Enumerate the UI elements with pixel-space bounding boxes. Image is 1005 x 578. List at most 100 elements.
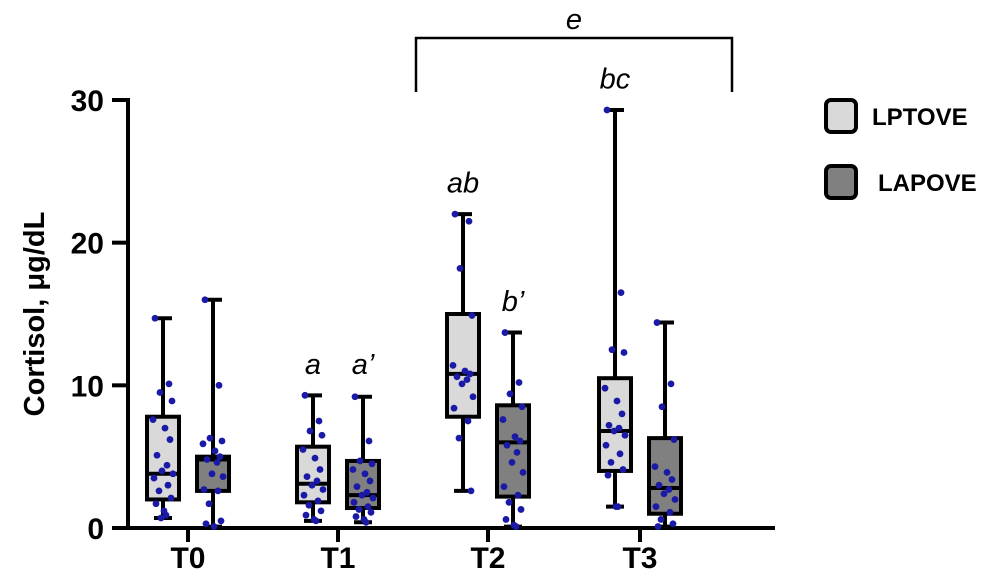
data-point	[313, 477, 321, 485]
data-point	[655, 481, 663, 489]
data-point	[608, 346, 616, 354]
data-point	[463, 376, 471, 384]
data-point	[200, 486, 208, 493]
data-point	[203, 456, 211, 463]
data-point	[499, 416, 507, 423]
significance-label: bc	[600, 64, 631, 96]
data-point	[451, 210, 459, 218]
data-point	[506, 390, 514, 398]
data-point	[206, 434, 214, 442]
data-point	[455, 434, 463, 442]
data-point	[666, 508, 674, 516]
legend-label-lapove: LAPOVE	[878, 170, 977, 197]
data-point	[156, 389, 164, 396]
data-point	[308, 481, 316, 489]
data-point	[654, 523, 662, 530]
data-point	[208, 470, 216, 478]
data-point	[219, 473, 227, 481]
significance-bracket	[414, 36, 734, 92]
data-point	[651, 463, 659, 471]
data-point	[511, 433, 519, 441]
axes: 0 10 20 30 T0 T1 T2 T3 Cortisol, μg/dL	[19, 85, 775, 575]
data-point	[667, 380, 675, 388]
data-point	[665, 486, 673, 493]
data-point	[211, 447, 219, 455]
data-point	[602, 441, 610, 449]
data-point	[453, 373, 461, 381]
data-point	[214, 487, 222, 495]
data-point	[468, 312, 476, 319]
data-point	[671, 496, 679, 503]
data-point	[205, 500, 213, 508]
data-point	[152, 500, 160, 508]
data-point	[202, 520, 210, 528]
data-point	[165, 380, 173, 388]
data-point	[616, 450, 624, 458]
data-point	[149, 416, 157, 423]
data-point	[317, 507, 325, 515]
data-point	[150, 474, 158, 482]
data-point	[515, 379, 523, 386]
data-point	[358, 491, 366, 499]
data-point	[618, 410, 626, 418]
data-point	[610, 427, 618, 435]
y-tick-label: 30	[71, 85, 104, 118]
data-point	[657, 516, 665, 523]
data-point	[201, 296, 209, 304]
x-tick-label: T1	[320, 542, 355, 575]
data-point	[163, 461, 171, 469]
data-point	[314, 497, 322, 505]
data-point	[155, 487, 163, 495]
data-point	[668, 476, 676, 483]
data-point	[311, 454, 319, 462]
data-point	[514, 491, 522, 499]
data-point	[619, 466, 627, 473]
data-point	[349, 466, 357, 473]
data-point	[613, 397, 621, 405]
data-point	[353, 483, 361, 491]
data-point	[300, 491, 308, 499]
data-point	[505, 498, 513, 506]
significance-label: ab	[447, 168, 479, 200]
data-point	[350, 498, 358, 506]
data-point	[502, 516, 510, 523]
boxes	[145, 107, 683, 529]
data-point	[508, 458, 516, 466]
legend-swatch-lapove	[824, 164, 858, 200]
data-point	[464, 417, 472, 425]
data-point	[660, 490, 668, 498]
data-point	[158, 467, 166, 475]
data-point	[199, 440, 207, 448]
data-point	[166, 436, 174, 443]
data-point	[469, 393, 477, 401]
data-point	[615, 424, 623, 432]
data-point	[652, 503, 660, 510]
data-point	[306, 427, 314, 435]
annotations: a a’ ab b’ bce	[305, 4, 734, 381]
bracket-label: e	[566, 4, 582, 36]
significance-label: a	[305, 349, 321, 381]
data-point	[669, 520, 677, 528]
box-t2-lapove	[495, 330, 531, 529]
data-point	[513, 448, 521, 456]
data-point	[458, 380, 466, 388]
box-t0-lapove	[195, 297, 231, 529]
data-point	[512, 523, 520, 530]
legend: LPTOVE LAPOVE	[824, 98, 977, 200]
data-point	[217, 517, 225, 525]
data-point	[519, 468, 527, 476]
data-point	[213, 458, 221, 466]
data-point	[161, 424, 169, 432]
data-point	[215, 381, 223, 389]
data-point	[168, 397, 176, 405]
data-point	[604, 471, 612, 479]
data-point	[449, 361, 457, 369]
data-point	[361, 470, 369, 478]
y-tick-label: 20	[71, 228, 104, 261]
data-point	[157, 514, 165, 522]
data-point	[363, 488, 371, 496]
data-point	[316, 466, 324, 473]
data-point	[367, 508, 375, 516]
data-point	[658, 403, 666, 411]
